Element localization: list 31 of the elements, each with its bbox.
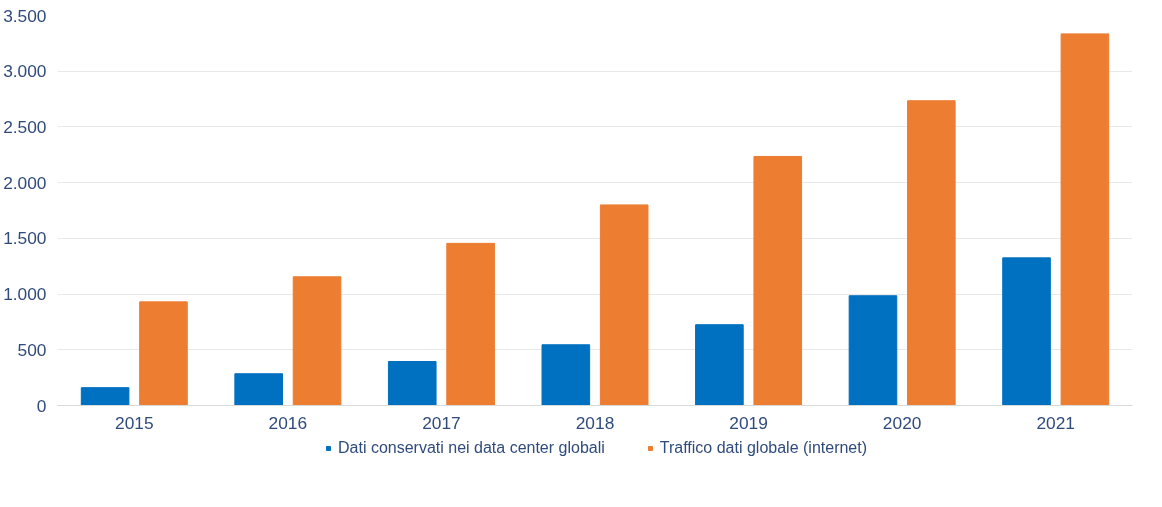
bar	[80, 387, 130, 406]
x-tick-label: 2020	[882, 412, 922, 433]
y-tick-label: 0	[36, 395, 47, 416]
bar	[1060, 33, 1110, 406]
y-tick-label: 2.000	[3, 172, 47, 193]
bar	[599, 204, 649, 406]
y-tick-label: 500	[17, 339, 47, 360]
y-tick-label: 3.000	[3, 61, 47, 82]
bar	[446, 242, 495, 406]
bar	[907, 100, 956, 406]
bar	[848, 295, 898, 406]
bar	[541, 344, 591, 406]
x-tick-label: 2019	[729, 412, 768, 433]
bar	[387, 360, 437, 406]
y-tick-label: 2.500	[3, 116, 47, 137]
x-tick-label: 2015	[115, 412, 154, 433]
bar	[234, 373, 283, 406]
legend-label: Dati conservati nei data center globali	[337, 439, 605, 457]
bar	[753, 155, 803, 406]
bar	[292, 276, 342, 406]
y-tick-label: 1.000	[3, 284, 47, 305]
x-tick-label: 2018	[575, 412, 615, 433]
y-tick-label: 3.500	[3, 5, 47, 26]
bar	[139, 301, 188, 406]
bar	[1002, 257, 1051, 406]
x-tick-label: 2017	[422, 412, 461, 433]
bar	[695, 324, 744, 406]
y-tick-label: 1.500	[3, 228, 47, 249]
legend-label: Traffico dati globale (internet)	[659, 439, 868, 457]
x-tick-label: 2016	[268, 412, 308, 433]
x-tick-label: 2021	[1036, 412, 1075, 433]
